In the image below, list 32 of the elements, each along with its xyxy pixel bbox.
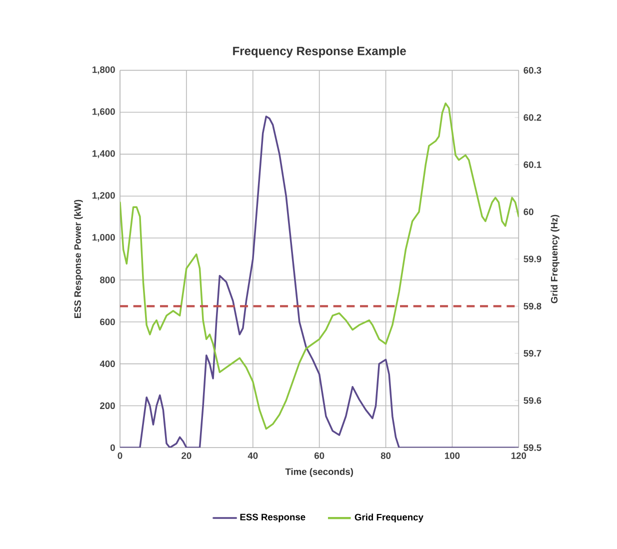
legend-label: ESS Response bbox=[240, 514, 306, 522]
y2-tick-label: 60.3 bbox=[524, 67, 542, 74]
x-tick-label: 100 bbox=[445, 452, 460, 459]
y-tick-label: 1,000 bbox=[92, 234, 115, 242]
y-tick-label: 200 bbox=[100, 402, 115, 410]
y-tick-label: 1,600 bbox=[92, 108, 115, 116]
y-tick-label: 1,400 bbox=[92, 150, 115, 158]
legend-label: Grid Frequency bbox=[354, 514, 424, 522]
y2-tick-label: 59.5 bbox=[524, 444, 542, 451]
y-tick-label: 1,800 bbox=[92, 66, 115, 74]
y2-tick-label: 59.8 bbox=[524, 302, 542, 310]
y2-tick-label: 59.6 bbox=[524, 397, 542, 404]
y-tick-label: 400 bbox=[100, 360, 115, 368]
x-tick-label: 20 bbox=[182, 452, 192, 459]
x-tick-label: 80 bbox=[380, 452, 391, 459]
x-tick-label: 40 bbox=[248, 452, 258, 459]
y-tick-label: 1,200 bbox=[92, 192, 115, 200]
y2-tick-label: 60.1 bbox=[524, 161, 542, 168]
x-tick-label: 120 bbox=[511, 452, 526, 459]
y2-tick-label: 59.7 bbox=[524, 350, 542, 357]
y-tick-label: 800 bbox=[100, 276, 115, 284]
y2-axis-title: Grid Frequency (Hz) bbox=[550, 214, 560, 304]
y-axis-title: ESS Response Power (kW) bbox=[74, 200, 83, 318]
x-tick-label: 0 bbox=[118, 452, 122, 459]
y-tick-label: 600 bbox=[100, 318, 115, 326]
y-tick-label: 0 bbox=[110, 444, 115, 451]
x-axis-title: Time (seconds) bbox=[285, 468, 353, 477]
chart-title: Frequency Response Example bbox=[233, 46, 406, 58]
x-tick-label: 60 bbox=[314, 452, 324, 459]
y2-tick-label: 59.9 bbox=[524, 256, 542, 262]
y2-tick-label: 60 bbox=[524, 208, 534, 216]
y2-tick-label: 60.2 bbox=[524, 114, 542, 121]
